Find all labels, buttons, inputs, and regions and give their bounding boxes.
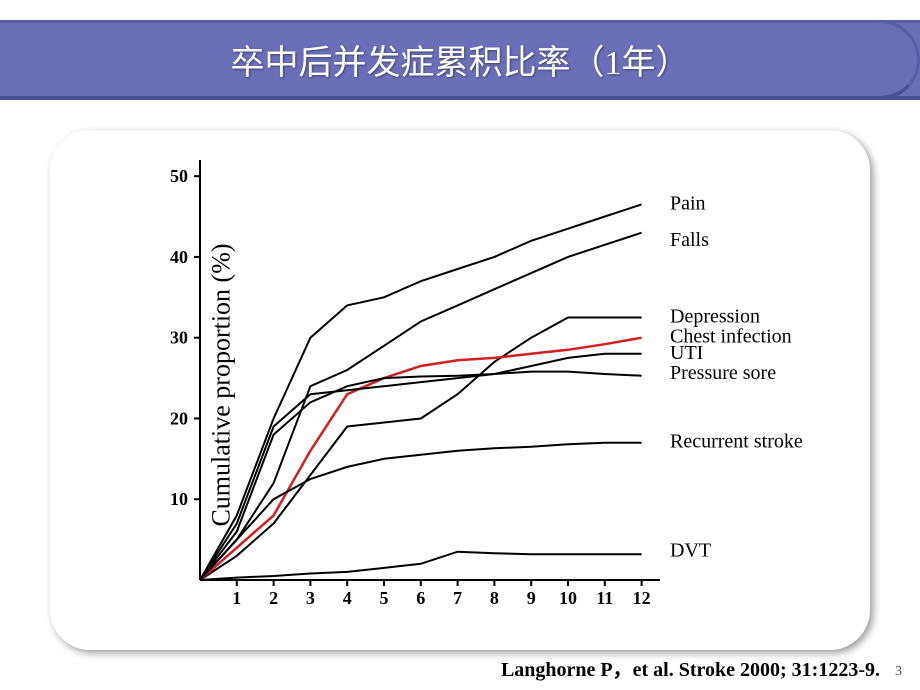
- svg-text:30: 30: [170, 328, 188, 348]
- series-chest-infection: [200, 338, 642, 580]
- svg-text:1: 1: [232, 588, 241, 608]
- svg-text:9: 9: [527, 588, 536, 608]
- svg-text:20: 20: [170, 408, 188, 428]
- series-pressure-sore: [200, 372, 642, 580]
- chart-card: Cumulative proportion (%) 10203040501234…: [50, 130, 870, 650]
- svg-text:4: 4: [343, 588, 352, 608]
- chart-container: Cumulative proportion (%) 10203040501234…: [110, 140, 850, 630]
- series-dvt: [200, 552, 642, 580]
- svg-text:6: 6: [416, 588, 425, 608]
- svg-text:5: 5: [380, 588, 389, 608]
- svg-text:2: 2: [269, 588, 278, 608]
- series-pain: [200, 204, 642, 580]
- label-pain: Pain: [670, 192, 706, 214]
- series-recurrent-stroke: [200, 443, 642, 580]
- svg-text:12: 12: [633, 588, 651, 608]
- y-axis-label: Cumulative proportion (%): [207, 243, 237, 526]
- svg-text:8: 8: [490, 588, 499, 608]
- label-pressure-sore: Pressure sore: [670, 362, 776, 384]
- citation: Langhorne P，et al. Stroke 2000; 31:1223-…: [501, 653, 880, 682]
- svg-text:10: 10: [170, 489, 188, 509]
- label-depression: Depression: [670, 306, 760, 328]
- svg-text:7: 7: [453, 588, 462, 608]
- label-recurrent-stroke: Recurrent stroke: [670, 431, 803, 453]
- svg-text:3: 3: [306, 588, 315, 608]
- title-pill: 卒中后并发症累积比率（1年）: [0, 20, 920, 100]
- label-falls: Falls: [670, 229, 709, 251]
- page-number: 3: [895, 664, 902, 680]
- title-bar: 卒中后并发症累积比率（1年）: [0, 20, 920, 100]
- label-uti: UTI: [670, 342, 703, 364]
- svg-text:11: 11: [596, 588, 613, 608]
- slide-title: 卒中后并发症累积比率（1年）: [231, 35, 690, 84]
- series-falls: [200, 233, 642, 580]
- svg-text:40: 40: [170, 247, 188, 267]
- svg-text:10: 10: [559, 588, 577, 608]
- series-uti: [200, 354, 642, 580]
- svg-text:50: 50: [170, 166, 188, 186]
- label-dvt: DVT: [670, 540, 711, 562]
